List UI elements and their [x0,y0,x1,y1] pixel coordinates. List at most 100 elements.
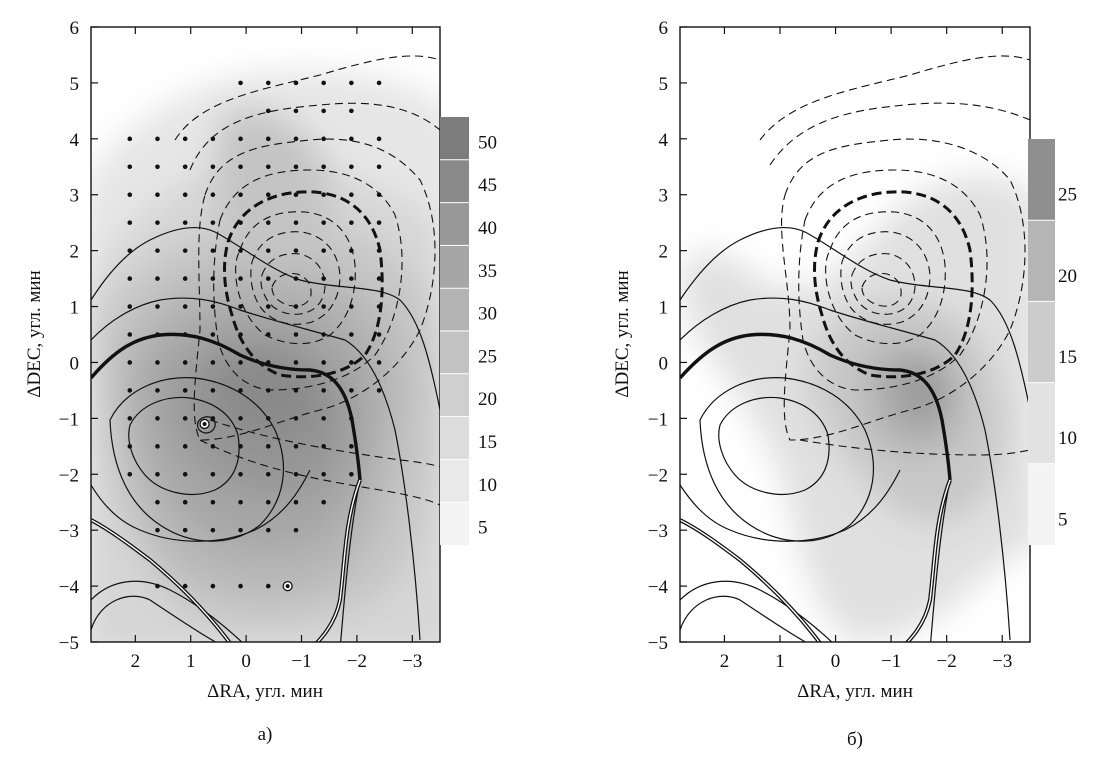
panel-a-sampling-dot [127,304,133,309]
panel-b-y-tick-label: 0 [659,353,669,374]
panel-a-sampling-dot [321,416,326,421]
panel-b-x-tick-label: 2 [720,651,730,672]
panel-b-y-tick-label: −1 [648,409,668,430]
panel-a-sampling-dot [155,583,160,589]
panel-a-sampling-dot [265,304,271,309]
panel-a-sampling-dot [210,527,216,533]
panel-a-sampling-dot [293,360,299,365]
panel-a-sampling-dot [321,220,326,225]
panel-a-sampling-dot [376,220,382,225]
panel-a-sampling-dot [238,276,243,281]
panel-a-sampling-dot [321,108,326,114]
panel-a-sampling-dot [293,108,299,114]
panel-b-y-tick-label: −5 [648,633,668,654]
panel-a-y-tick-label: −2 [59,465,79,486]
panel-a-sampling-dot [376,248,382,253]
panel-a-sampling-dot [155,332,160,337]
panel-a-sampling-dot [155,136,160,142]
panel-a-y-tick-label: 0 [70,353,80,374]
panel-b-colorbar-band [1028,463,1055,545]
panel-a-colorbar-band [440,202,469,246]
panel-a-colorbar-label: 5 [478,518,488,539]
panel-a-sampling-dot [182,444,188,449]
panel-a-sampling-dot [182,332,188,337]
panel-b-x-tick-label: −3 [992,651,1012,672]
panel-a-sampling-dot [265,388,271,393]
panel-a-sampling-dot [293,499,299,505]
panel-a-sampling-dot [376,304,382,309]
panel-a-sampling-dot [321,276,326,281]
panel-a-sampling-dot [182,471,188,477]
panel-a-y-tick-label: −5 [59,633,79,654]
panel-a-sampling-dot [238,220,243,225]
panel-a-sampling-dot [349,108,354,114]
panel-a-sampling-dot [238,248,243,253]
panel-a-sampling-dot [210,332,216,337]
panel-a-colorbar-band [440,459,469,503]
panel-a-colorbar-band [440,117,469,160]
panel-a-sampling-dot [321,164,326,170]
panel-b-x-tick-label: −2 [937,651,957,672]
panel-a-sampling-dot [127,220,133,225]
panel-a-sampling-dot [210,164,216,170]
panel-a-y-tick-label: 3 [70,186,80,207]
panel-a-sampling-dot [155,164,160,170]
panel-a-sampling-dot [238,80,243,86]
panel-a-sampling-dot [349,164,354,170]
panel-a-sampling-dot [349,416,354,421]
panel-a-sampling-dot [321,248,326,253]
panel-a-sampling-dot [265,471,271,477]
panel-a-sampling-dot [238,499,243,505]
panel-a-sampling-dot [349,332,354,337]
panel-a-sampling-dot [349,360,354,365]
panel-a-sampling-dot [349,471,354,477]
panel-a-sampling-dot [210,220,216,225]
panel-a-x-tick-label: −3 [402,651,422,672]
panel-a-sampling-dot [127,444,133,449]
panel-a-colorbar-label: 20 [478,389,497,410]
panel-a-x-tick-label: 2 [131,651,141,672]
panel-a-sampling-dot [376,192,382,198]
panel-a-x-tick-label: −2 [347,651,367,672]
panel-a-sampling-dot [265,332,271,337]
panel-a-sampling-dot [127,332,133,337]
panel-a-sampling-dot [155,416,160,421]
panel-a-x-tick-label: 1 [186,651,196,672]
panel-a-sampling-dot [293,80,299,86]
panel-a-sampling-dot [349,388,354,393]
panel-a-sampling-dot [127,248,133,253]
panel-a-sampling-dot [265,416,271,421]
panel-a-sampling-dot [265,164,271,170]
panel-a-sampling-dot [238,444,243,449]
panel-a-sampling-dot [349,80,354,86]
panel-a-sampling-dot [182,220,188,225]
panel-b-y-tick-label: 6 [659,18,669,39]
panel-a-sampling-dot [127,192,133,198]
panel-a-sampling-dot [210,304,216,309]
panel-a-sampling-dot [182,499,188,505]
panel-a-sampling-dot [238,136,243,142]
panel-a-sampling-dot [265,499,271,505]
panel-a-sampling-dot [127,471,133,477]
panel-a-sampling-dot [210,416,216,421]
panel-a-sampling-dot [238,388,243,393]
panel-a-colorbar-band [440,245,469,289]
panel-a-sampling-dot [321,192,326,198]
panel-a-sampling-dot [293,444,299,449]
panel-a-sampling-dot [265,220,271,225]
panel-a-sampling-dot [265,80,271,86]
panel-a-colorbar-band [440,331,469,374]
panel-a-sampling-dot [182,527,188,533]
panel-a-sampling-dot [376,388,382,393]
panel-b-label: б) [847,729,863,750]
panel-a-sampling-dot [349,248,354,253]
panel-b-x-tick-label: 0 [831,651,841,672]
panel-a-sampling-dot [155,220,160,225]
panel-a-sampling-dot [293,332,299,337]
panel-a-sampling-dot [210,444,216,449]
panel-b-colorbar-label: 15 [1058,347,1077,368]
panel-a-sampling-dot [293,164,299,170]
panel-a-sampling-dot [293,136,299,142]
